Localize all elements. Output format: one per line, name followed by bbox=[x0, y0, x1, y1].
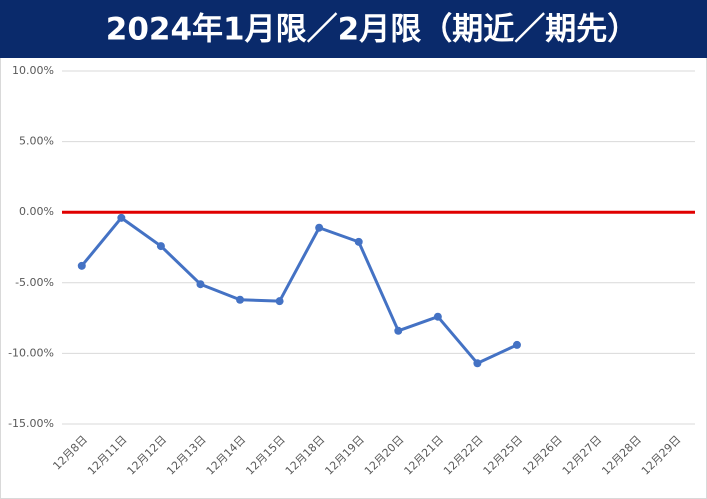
y-tick-label: -10.00% bbox=[8, 346, 54, 359]
data-point bbox=[117, 213, 126, 222]
y-tick-label: 0.00% bbox=[19, 205, 54, 218]
data-point bbox=[512, 340, 521, 349]
data-point bbox=[433, 312, 442, 321]
series-line bbox=[80, 216, 518, 365]
data-point bbox=[156, 242, 165, 251]
y-tick-label: 5.00% bbox=[19, 135, 54, 148]
y-tick-label: -15.00% bbox=[8, 417, 54, 430]
data-point bbox=[473, 359, 482, 368]
data-point bbox=[196, 280, 205, 289]
title-banner bbox=[0, 0, 707, 58]
data-point bbox=[354, 237, 363, 246]
data-point bbox=[275, 297, 284, 306]
data-point bbox=[236, 295, 245, 304]
data-point bbox=[315, 223, 324, 232]
y-tick-label: -5.00% bbox=[15, 276, 54, 289]
data-point bbox=[77, 261, 86, 270]
data-point bbox=[394, 326, 403, 335]
y-tick-label: 10.00% bbox=[12, 64, 54, 77]
chart-title: 2024年1月限／2月限（期近／期先） bbox=[106, 12, 638, 48]
